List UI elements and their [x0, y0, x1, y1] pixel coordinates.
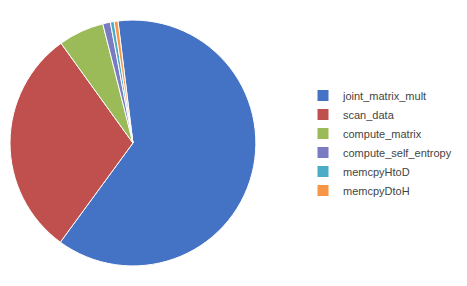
- svg-text:joint_matrix_mult: joint_matrix_mult: [342, 90, 426, 102]
- svg-text:scan_data: scan_data: [343, 109, 395, 121]
- svg-text:compute_self_entropy: compute_self_entropy: [343, 147, 452, 159]
- svg-text:compute_matrix: compute_matrix: [343, 128, 422, 140]
- svg-text:memcpyHtoD: memcpyHtoD: [343, 166, 410, 178]
- svg-text:memcpyDtoH: memcpyDtoH: [343, 185, 410, 197]
